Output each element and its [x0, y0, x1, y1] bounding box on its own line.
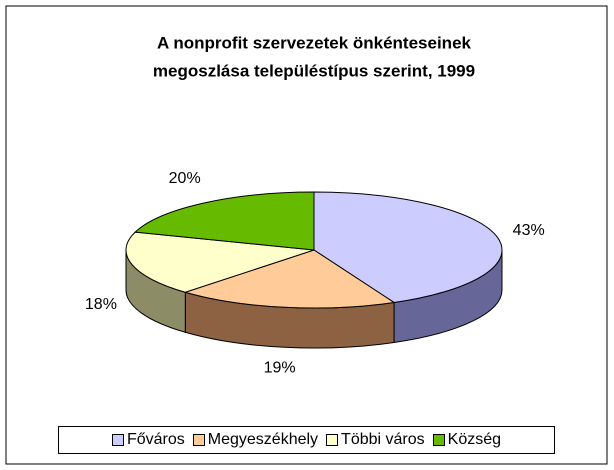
legend-label: Többi város: [341, 431, 425, 448]
legend-swatch: [111, 434, 124, 446]
legend: Főváros Megyeszékhely Többi város Község: [58, 426, 555, 454]
legend-label: Főváros: [126, 431, 185, 448]
slice: [313, 191, 503, 304]
legend-label: Megyeszékhely: [207, 431, 319, 448]
legend-label: Község: [447, 431, 502, 448]
data-label: 18%: [85, 296, 117, 313]
legend-item: Főváros: [111, 431, 185, 449]
slice-sides: [125, 249, 503, 349]
slice-tops: [125, 191, 503, 309]
legend-swatch: [326, 434, 339, 446]
chart-title: A nonprofit szervezetek önkénteseinek: [157, 33, 472, 52]
chart-title: megoszlása településtípus szerint, 1999: [153, 61, 475, 80]
slice: [183, 249, 396, 309]
legend-swatch: [432, 434, 445, 446]
data-label: 19%: [264, 360, 296, 377]
legend-item: Többi város: [326, 431, 425, 449]
data-label: 20%: [169, 170, 201, 187]
data-label: 43%: [513, 222, 545, 239]
legend-item: Megyeszékhely: [192, 431, 319, 449]
legend-item: Község: [432, 431, 502, 449]
slice: [134, 191, 315, 251]
legend-swatch: [192, 434, 205, 446]
slice: [125, 231, 315, 293]
